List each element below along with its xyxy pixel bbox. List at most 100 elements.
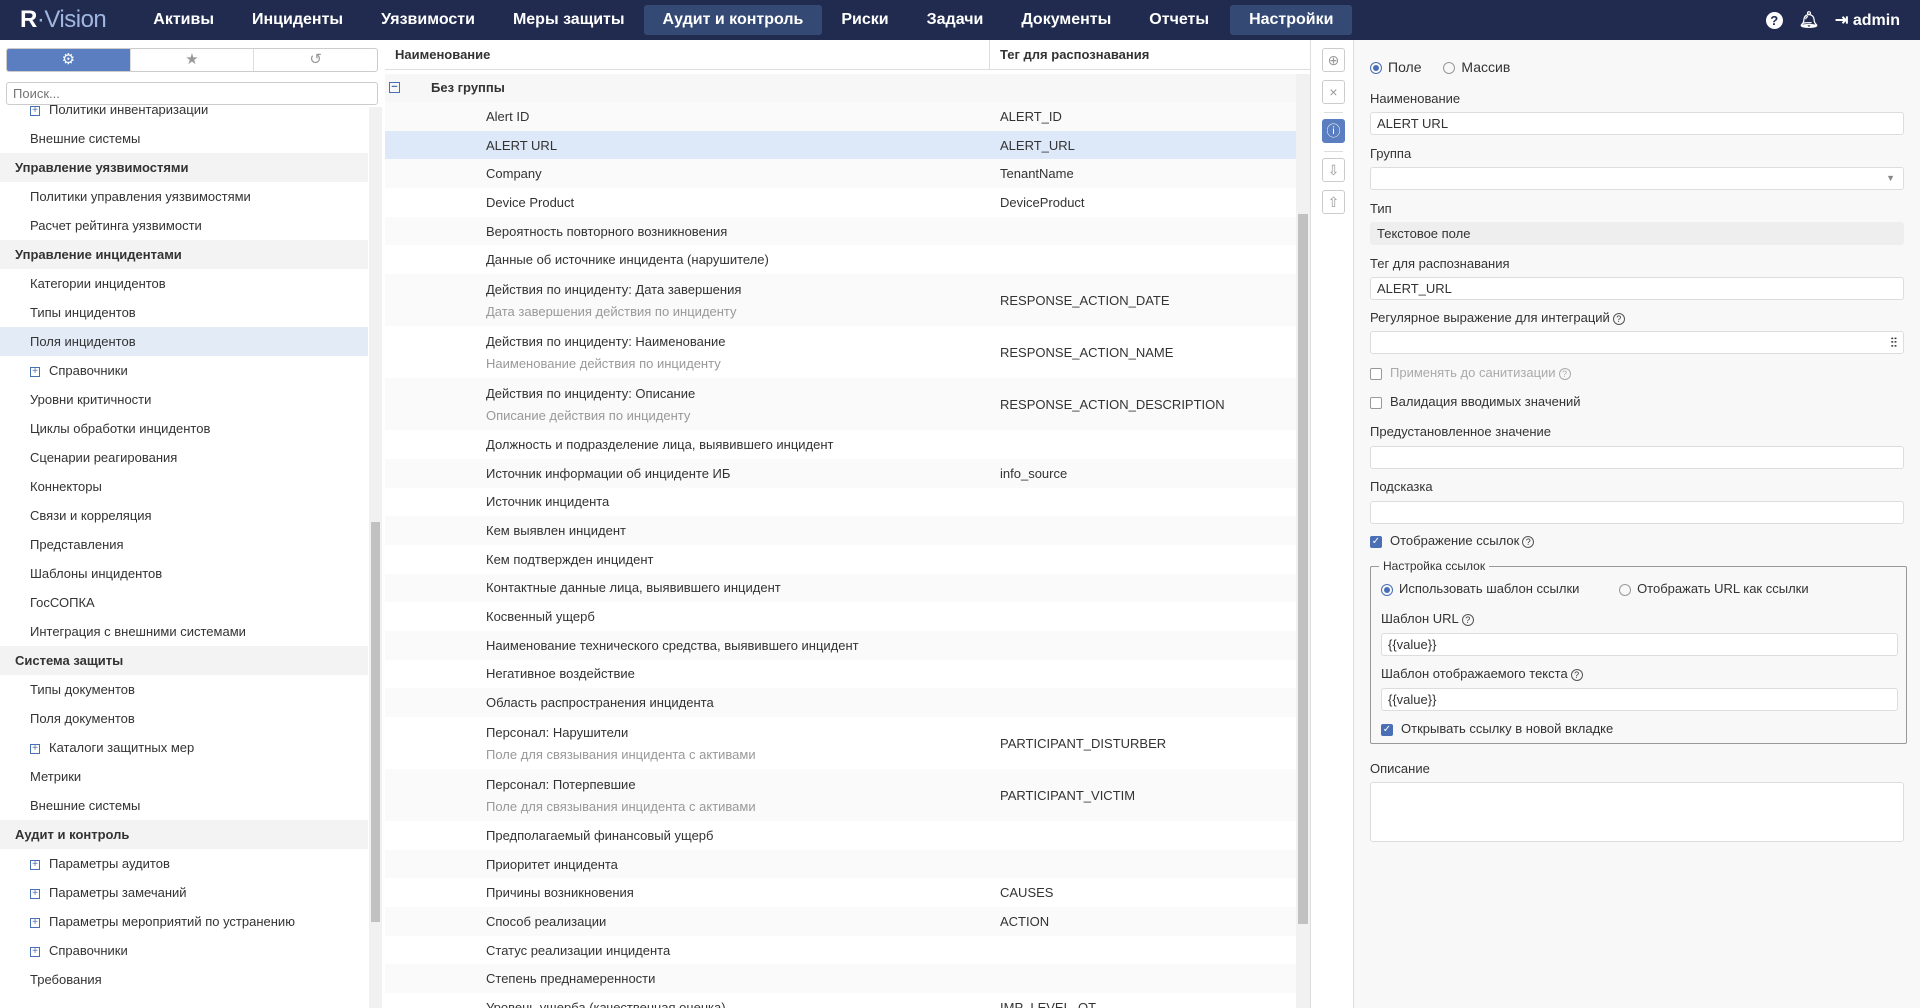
- sidebar-section[interactable]: Управление уязвимостями: [0, 153, 368, 182]
- table-row[interactable]: ALERT URL ALERT_URL: [385, 130, 1296, 160]
- links-checkbox[interactable]: ✓ Отображение ссылок?: [1370, 533, 1535, 548]
- sidebar-item[interactable]: + Параметры замечаний: [0, 878, 368, 907]
- sidebar-section[interactable]: Аудит и контроль: [0, 820, 368, 849]
- table-row[interactable]: Данные об источнике инцидента (нарушител…: [385, 245, 1296, 274]
- table-row[interactable]: Косвенный ущерб: [385, 602, 1296, 631]
- regex-input[interactable]: ⫶⫶: [1370, 331, 1904, 354]
- nav-item[interactable]: Аудит и контроль: [643, 5, 823, 35]
- sidebar-section[interactable]: Система защиты: [0, 646, 368, 675]
- table-row[interactable]: Предполагаемый финансовый ущерб: [385, 821, 1296, 850]
- nav-item[interactable]: Документы: [1021, 11, 1112, 28]
- hint-input[interactable]: [1370, 501, 1904, 524]
- expand-icon[interactable]: +: [30, 888, 40, 899]
- sidebar-item[interactable]: Циклы обработки инцидентов: [0, 414, 368, 443]
- table-row[interactable]: Статус реализации инцидента: [385, 936, 1296, 965]
- default-input[interactable]: [1370, 446, 1904, 469]
- sidebar-item[interactable]: Категории инцидентов: [0, 269, 368, 298]
- sidebar-item[interactable]: Метрики: [0, 762, 368, 791]
- collapse-icon[interactable]: −: [389, 82, 400, 93]
- table-scrollbar[interactable]: [1296, 74, 1310, 1008]
- sidebar-item[interactable]: ГосСОПКА: [0, 588, 368, 617]
- nav-item[interactable]: Инциденты: [252, 11, 344, 28]
- sidebar-item[interactable]: Расчет рейтинга уязвимости: [0, 211, 368, 240]
- sidebar-item[interactable]: Коннекторы: [0, 472, 368, 501]
- import-button[interactable]: ⇩: [1322, 158, 1345, 182]
- sidebar-item[interactable]: + Справочники: [0, 356, 368, 385]
- sidebar-scrollbar[interactable]: [369, 107, 382, 1008]
- nav-item[interactable]: Активы: [153, 11, 215, 28]
- radio-use-template[interactable]: Использовать шаблон ссылки: [1381, 581, 1579, 596]
- sidebar-item[interactable]: Поля документов: [0, 704, 368, 733]
- table-row[interactable]: Company TenantName: [385, 159, 1296, 189]
- nav-item[interactable]: Уязвимости: [381, 11, 475, 28]
- table-row[interactable]: Степень преднамеренности: [385, 964, 1296, 994]
- table-row[interactable]: Действия по инциденту: Дата завершения Да…: [385, 274, 1296, 327]
- nav-item[interactable]: Риски: [841, 11, 889, 28]
- expand-icon[interactable]: +: [30, 946, 40, 957]
- url-template-input[interactable]: {{value}}: [1381, 633, 1898, 656]
- add-button[interactable]: ⊕: [1322, 48, 1345, 72]
- column-header-name[interactable]: Наименование: [385, 40, 990, 69]
- table-row[interactable]: Область распространения инцидента: [385, 688, 1296, 717]
- sidebar-item[interactable]: Интеграция с внешними системами: [0, 617, 368, 646]
- user-menu[interactable]: ⇥ admin: [1835, 12, 1900, 29]
- sidebar-item[interactable]: + Справочники: [0, 936, 368, 965]
- sidebar-item[interactable]: Шаблоны инцидентов: [0, 559, 368, 588]
- tag-input[interactable]: ALERT_URL: [1370, 277, 1904, 300]
- radio-array[interactable]: Массив: [1443, 59, 1510, 75]
- sidebar-item[interactable]: Контрольные проверки: [0, 994, 368, 996]
- table-row[interactable]: Alert ID ALERT_ID: [385, 102, 1296, 131]
- export-button[interactable]: ⇧: [1322, 190, 1345, 214]
- table-row[interactable]: Device Product DeviceProduct: [385, 188, 1296, 217]
- expand-icon[interactable]: +: [30, 859, 40, 870]
- table-row[interactable]: Действия по инциденту: Описание Описание …: [385, 378, 1296, 431]
- table-row[interactable]: Источник инцидента: [385, 488, 1296, 517]
- table-row[interactable]: Наименование технического средства, выяв…: [385, 630, 1296, 660]
- tab-favorites-star-icon[interactable]: ★: [131, 49, 255, 71]
- sidebar-item[interactable]: Поля инцидентов: [0, 327, 368, 356]
- sidebar-item[interactable]: + Параметры аудитов: [0, 849, 368, 878]
- sidebar-search-input[interactable]: [6, 82, 378, 105]
- sidebar-item[interactable]: Внешние системы: [0, 791, 368, 820]
- sidebar-item[interactable]: Внешние системы: [0, 124, 368, 153]
- info-button[interactable]: ⓘ: [1322, 119, 1345, 143]
- text-template-input[interactable]: {{value}}: [1381, 688, 1898, 711]
- table-row[interactable]: Источник информации об инциденте ИБ info_…: [385, 458, 1296, 488]
- sidebar-item[interactable]: + Политики инвентаризации: [0, 95, 368, 124]
- expand-icon[interactable]: +: [30, 105, 40, 116]
- sanitize-checkbox[interactable]: Применять до санитизации?: [1370, 365, 1571, 380]
- name-input[interactable]: ALERT URL: [1370, 112, 1904, 135]
- sidebar-item[interactable]: Уровни критичности: [0, 385, 368, 414]
- nav-item[interactable]: Меры защиты: [512, 11, 625, 28]
- expand-icon[interactable]: +: [30, 366, 40, 377]
- sidebar-item[interactable]: + Параметры мероприятий по устранению: [0, 907, 368, 936]
- delete-button[interactable]: ×: [1322, 80, 1345, 104]
- sidebar-item[interactable]: Требования: [0, 965, 368, 994]
- table-row[interactable]: Персонал: Нарушители Поле для связывания …: [385, 717, 1296, 769]
- sidebar-item[interactable]: Связи и корреляция: [0, 501, 368, 530]
- radio-field[interactable]: Поле: [1370, 59, 1422, 75]
- sidebar-item[interactable]: Сценарии реагирования: [0, 443, 368, 472]
- table-row[interactable]: Контактные данные лица, выявившего инцид…: [385, 573, 1296, 603]
- nav-item[interactable]: Настройки: [1230, 5, 1353, 35]
- group-select[interactable]: ▼: [1370, 167, 1904, 190]
- sliders-icon[interactable]: ⫶⫶: [1890, 335, 1898, 350]
- table-row[interactable]: Способ реализации ACTION: [385, 907, 1296, 936]
- table-row[interactable]: Уровень ущерба (качественная оценка) IMP_…: [385, 993, 1296, 1008]
- tab-history-icon[interactable]: ↺: [309, 51, 322, 68]
- table-row[interactable]: Действия по инциденту: Наименование Наиме…: [385, 326, 1296, 378]
- table-row[interactable]: Приоритет инцидента: [385, 849, 1296, 879]
- expand-icon[interactable]: +: [30, 743, 40, 754]
- nav-item[interactable]: Отчеты: [1149, 11, 1210, 28]
- sidebar-item[interactable]: Типы документов: [0, 675, 368, 704]
- table-row[interactable]: Вероятность повторного возникновения: [385, 216, 1296, 246]
- expand-icon[interactable]: +: [30, 917, 40, 928]
- bell-icon[interactable]: 🔔︎: [1798, 12, 1820, 29]
- nav-item[interactable]: Задачи: [926, 11, 984, 28]
- sidebar-item[interactable]: Типы инцидентов: [0, 298, 368, 327]
- table-row[interactable]: Персонал: Потерпевшие Поле для связывания…: [385, 769, 1296, 821]
- tab-settings-gear-icon[interactable]: ⚙: [7, 49, 131, 71]
- table-row[interactable]: Негативное воздействие: [385, 660, 1296, 689]
- radio-show-url[interactable]: Отображать URL как ссылки: [1619, 581, 1809, 596]
- sidebar-item[interactable]: + Каталоги защитных мер: [0, 733, 368, 762]
